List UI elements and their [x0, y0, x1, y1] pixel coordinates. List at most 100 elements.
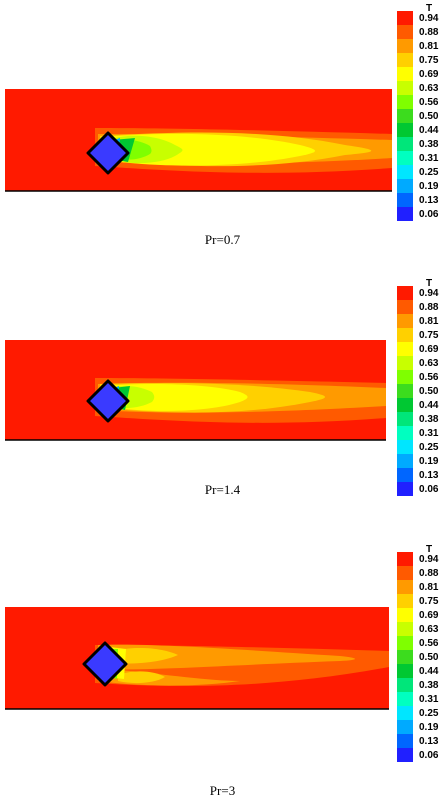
legend-swatch	[397, 636, 413, 650]
legend-swatch	[397, 468, 413, 482]
legend-swatch	[397, 608, 413, 622]
legend-label: 0.13	[419, 470, 439, 481]
panel-caption: Pr=1.4	[204, 482, 241, 497]
legend-label: 0.56	[419, 97, 439, 108]
legend-swatch	[397, 300, 413, 314]
legend-swatch	[397, 622, 413, 636]
legend-label: 0.06	[419, 209, 439, 220]
legend-label: 0.69	[419, 69, 439, 80]
legend-swatch	[397, 720, 413, 734]
legend-swatch	[397, 370, 413, 384]
legend-swatch	[397, 734, 413, 748]
legend-label: 0.63	[419, 358, 439, 369]
square-cylinder	[82, 641, 128, 687]
legend-swatch	[397, 95, 413, 109]
legend-label: 0.88	[419, 27, 439, 38]
legend-swatch	[397, 328, 413, 342]
legend-swatch	[397, 552, 413, 566]
legend-label: 0.69	[419, 344, 439, 355]
legend-label: 0.06	[419, 750, 439, 761]
legend-label: 0.44	[419, 666, 439, 677]
contour-panel-pr-0-7: Pr=0.7 T 0.94 0.88 0.81 0.75 0.69 0.63 0.56 0.5…	[0, 0, 445, 267]
legend-swatch	[397, 748, 413, 762]
legend-swatch	[397, 25, 413, 39]
legend-label: 0.94	[419, 288, 439, 299]
legend-swatch	[397, 706, 413, 720]
legend-swatch	[397, 165, 413, 179]
legend-swatch	[397, 193, 413, 207]
legend-title: T	[426, 278, 433, 289]
legend-label: 0.81	[419, 582, 439, 593]
legend-label: 0.81	[419, 41, 439, 52]
legend-swatch	[397, 440, 413, 454]
legend-swatch	[397, 109, 413, 123]
legend-label: 0.63	[419, 624, 439, 635]
legend-label: 0.25	[419, 167, 439, 178]
legend-label: 0.75	[419, 330, 439, 341]
contour-panel-pr-3: Pr=3 T 0.94 0.88 0.81 0.75 0.69 0.63 0.56 0.50 0…	[0, 541, 445, 808]
legend-swatch	[397, 179, 413, 193]
legend-label: 0.50	[419, 386, 439, 397]
legend-swatch	[397, 384, 413, 398]
legend-label: 0.13	[419, 736, 439, 747]
legend-swatch	[397, 151, 413, 165]
square-cylinder	[86, 131, 130, 175]
legend-label: 0.25	[419, 442, 439, 453]
legend-swatch	[397, 692, 413, 706]
legend-swatch	[397, 594, 413, 608]
legend-swatch	[397, 482, 413, 496]
legend-label: 0.56	[419, 638, 439, 649]
legend-swatch	[397, 314, 413, 328]
legend-swatch	[397, 342, 413, 356]
legend-label: 0.19	[419, 722, 439, 733]
legend-swatch	[397, 454, 413, 468]
panel-caption: Pr=0.7	[204, 232, 241, 247]
legend-label: 0.50	[419, 111, 439, 122]
panel-caption: Pr=3	[209, 783, 236, 798]
legend-label: 0.75	[419, 55, 439, 66]
legend-swatch	[397, 356, 413, 370]
legend-label: 0.69	[419, 610, 439, 621]
legend-swatch	[397, 678, 413, 692]
legend-title: T	[426, 544, 433, 555]
legend-swatch	[397, 123, 413, 137]
square-cylinder	[86, 379, 130, 423]
legend-swatch	[397, 580, 413, 594]
legend-label: 0.31	[419, 428, 439, 439]
legend-label: 0.19	[419, 181, 439, 192]
legend-label: 0.63	[419, 83, 439, 94]
legend-label: 0.38	[419, 680, 439, 691]
legend-label: 0.25	[419, 708, 439, 719]
legend-label: 0.38	[419, 139, 439, 150]
legend-label: 0.38	[419, 414, 439, 425]
legend-label: 0.50	[419, 652, 439, 663]
legend-swatch	[397, 11, 413, 25]
legend-swatch	[397, 39, 413, 53]
legend-label: 0.31	[419, 694, 439, 705]
legend-label: 0.19	[419, 456, 439, 467]
legend-swatch	[397, 53, 413, 67]
legend-swatch	[397, 67, 413, 81]
legend-label: 0.13	[419, 195, 439, 206]
legend-swatch	[397, 650, 413, 664]
legend-swatch	[397, 81, 413, 95]
wake-075	[112, 648, 178, 664]
temperature-contour-plot	[5, 340, 386, 441]
legend-title: T	[426, 3, 433, 14]
legend-label: 0.31	[419, 153, 439, 164]
legend-label: 0.88	[419, 568, 439, 579]
contour-panel-pr-1-4: Pr=1.4 T 0.94 0.88 0.81 0.75 0.69 0.63 0.56 0.5…	[0, 278, 445, 545]
legend-label: 0.94	[419, 13, 439, 24]
legend-swatch	[397, 207, 413, 221]
legend-swatch	[397, 137, 413, 151]
legend-label: 0.88	[419, 302, 439, 313]
legend-swatch	[397, 426, 413, 440]
legend-swatch	[397, 566, 413, 580]
legend-label: 0.75	[419, 596, 439, 607]
legend-swatch	[397, 412, 413, 426]
legend-swatch	[397, 664, 413, 678]
legend-label: 0.06	[419, 484, 439, 495]
temperature-contour-plot	[5, 607, 389, 710]
legend-label: 0.94	[419, 554, 439, 565]
legend-label: 0.81	[419, 316, 439, 327]
